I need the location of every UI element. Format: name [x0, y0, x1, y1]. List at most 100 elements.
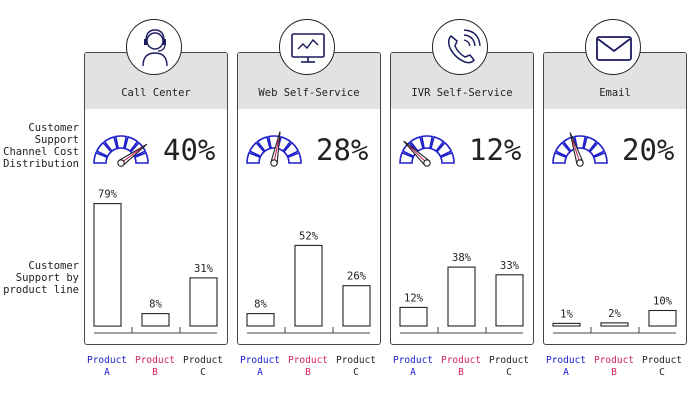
product-bar-chart: 79% 8% 31%: [93, 189, 218, 334]
gauge-segment: [114, 135, 128, 150]
product-label-a: Product A: [86, 355, 128, 378]
envelope-flap: [597, 38, 631, 53]
product-label-a: Product A: [392, 355, 434, 378]
headset-agent-icon: [142, 29, 168, 67]
gauge-segment: [123, 135, 139, 153]
channel-title: IVR Self-Service: [411, 87, 513, 99]
product-bar-chart: 8% 52% 26%: [246, 230, 371, 334]
headset-ear: [163, 39, 166, 45]
channel-panel: Call Center 40% 79% 8% 31%: [84, 52, 228, 345]
cost-share-percent: 28%: [316, 133, 369, 167]
gauge-hub: [576, 159, 584, 167]
ring-wave: [463, 34, 476, 47]
bar-value-label: 52%: [299, 230, 319, 242]
bar-value-label: 8%: [254, 299, 267, 311]
product-label-b: Product B: [593, 355, 635, 378]
cost-gauge: [246, 131, 302, 167]
product-label-b: Product B: [287, 355, 329, 378]
headset-ear: [144, 39, 147, 45]
product-label-a: Product A: [239, 355, 281, 378]
gauge-segment: [256, 135, 272, 153]
gauge-segment: [282, 141, 300, 158]
channel-panel: Email 20% 1% 2% 10%: [543, 52, 687, 345]
gauge-segment: [429, 135, 445, 153]
bar-value-label: 2%: [608, 308, 621, 320]
bar-a: [552, 322, 581, 327]
gauge-needle-stripe: [409, 146, 428, 164]
product-label-c: Product C: [335, 355, 377, 378]
bar-value-label: 33%: [500, 260, 520, 272]
gauge-segment: [439, 151, 455, 164]
row-label-by-product: Customer Support by product line: [3, 260, 79, 296]
gauge-hub: [117, 159, 125, 167]
bar-value-label: 79%: [98, 189, 118, 201]
monitor-chart-icon: [291, 33, 325, 63]
product-bar-chart: 1% 2% 10%: [552, 296, 677, 334]
gauge-segment: [286, 151, 302, 164]
product-label-c: Product C: [488, 355, 530, 378]
gauge-segment: [248, 141, 266, 158]
channel-panel: Web Self-Service 28% 8% 52% 26%: [237, 52, 381, 345]
monitor-screen: [291, 33, 325, 58]
headset-mic: [157, 43, 166, 52]
channel-icon-badge: [126, 19, 182, 75]
gauge-segment: [420, 135, 434, 150]
product-label-c: Product C: [641, 355, 683, 378]
bar-a: [399, 306, 428, 327]
phone-ringing-icon: [447, 29, 481, 64]
row-label-distribution: Customer Support Channel Cost Distributi…: [3, 122, 79, 170]
cost-share-percent: 20%: [622, 133, 675, 167]
monitor-chart-line: [297, 38, 319, 50]
bar-c: [342, 285, 371, 327]
channel-icon-badge: [279, 19, 335, 75]
bar-a: [93, 203, 122, 327]
bar-a: [246, 313, 275, 327]
cost-gauge: [399, 135, 455, 167]
gauge-segment: [93, 151, 109, 164]
channel-title: Web Self-Service: [258, 87, 360, 99]
gauge-segment: [588, 141, 606, 158]
gauge-segment: [554, 141, 572, 158]
gauge-segment: [133, 151, 149, 164]
product-label-b: Product B: [440, 355, 482, 378]
gauge-segment: [409, 135, 425, 153]
bar-c: [495, 274, 524, 327]
agent-head: [146, 32, 164, 50]
ring-wave: [463, 29, 481, 47]
product-label-b: Product B: [134, 355, 176, 378]
gauge-hub: [270, 159, 278, 167]
bar-value-label: 38%: [452, 252, 472, 264]
bar-c: [648, 309, 677, 327]
gauge-segment: [592, 151, 608, 164]
bar-value-label: 31%: [194, 263, 214, 275]
bar-b: [294, 244, 323, 327]
gauge-segment: [399, 151, 415, 164]
cost-gauge: [552, 132, 608, 167]
channel-panel: IVR Self-Service 12% 12% 38% 33%: [390, 52, 534, 345]
gauge-segment: [573, 135, 587, 150]
cost-share-percent: 40%: [163, 133, 216, 167]
product-label-a: Product A: [545, 355, 587, 378]
product-label-c: Product C: [182, 355, 224, 378]
cost-gauge: [93, 135, 149, 167]
gauge-segment: [246, 151, 262, 164]
bar-b: [141, 313, 170, 327]
product-bar-chart: 12% 38% 33%: [399, 252, 524, 334]
channel-icon-badge: [432, 19, 488, 75]
gauge-segment: [582, 135, 598, 153]
bar-value-label: 12%: [404, 292, 424, 304]
bar-value-label: 1%: [560, 308, 573, 320]
gauge-hub: [423, 159, 431, 167]
channel-icon-badge: [585, 19, 641, 75]
gauge-segment: [95, 141, 113, 158]
phone-handset: [447, 34, 475, 64]
bar-value-label: 8%: [149, 299, 162, 311]
bar-c: [189, 277, 218, 327]
gauge-needle-stripe: [120, 148, 141, 164]
envelope-icon: [596, 36, 632, 61]
gauge-needle-stripe: [273, 139, 279, 164]
bar-value-label: 10%: [653, 296, 673, 308]
channel-title: Email: [599, 87, 631, 99]
gauge-needle-stripe: [572, 140, 581, 164]
envelope-body: [596, 36, 632, 61]
